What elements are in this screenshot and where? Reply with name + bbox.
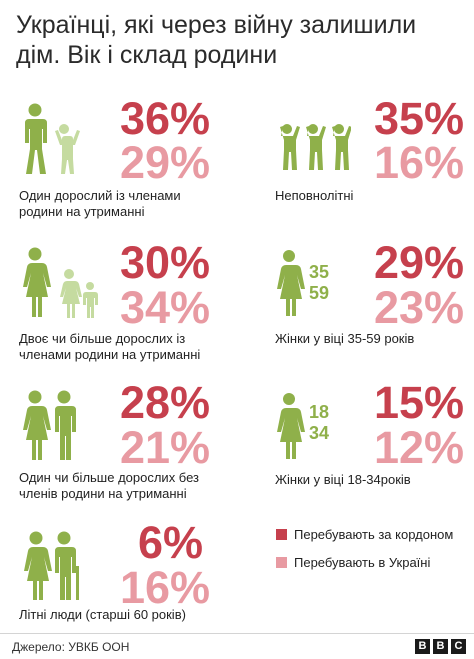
logo-letter: B bbox=[415, 639, 430, 654]
legend-item-abroad: Перебувають за кордоном bbox=[276, 526, 466, 546]
caption-line: членами родини на утриманні bbox=[19, 347, 201, 362]
bbc-logo: B B C bbox=[415, 639, 467, 655]
age-range-end: 59 bbox=[309, 283, 329, 303]
percent-abroad: 36% bbox=[120, 93, 211, 144]
age-range-end: 34 bbox=[309, 423, 329, 443]
percent-abroad: 15% bbox=[374, 377, 465, 428]
percent-in-ukraine: 21% bbox=[120, 422, 211, 473]
woman-icon: 18 34 bbox=[277, 393, 329, 459]
logo-letter: C bbox=[451, 639, 466, 654]
percent-in-ukraine: 16% bbox=[120, 562, 211, 613]
age-range-start: 35 bbox=[309, 262, 329, 282]
source-note: Джерело: УВКБ ООН bbox=[12, 640, 130, 654]
legend-item-in-ukraine: Перебувають в Україні bbox=[276, 554, 466, 574]
two-adults-icon bbox=[23, 390, 76, 460]
children-icon bbox=[280, 124, 351, 170]
elderly-couple-icon bbox=[24, 531, 79, 600]
caption-line: Жінки у віці 35-59 років bbox=[275, 331, 415, 346]
percent-abroad: 35% bbox=[374, 93, 465, 144]
caption-line: Неповнолітні bbox=[275, 188, 354, 203]
percent-abroad: 30% bbox=[120, 237, 211, 288]
percent-in-ukraine: 16% bbox=[374, 137, 465, 188]
adult-and-child-icon bbox=[25, 103, 80, 174]
footer-divider bbox=[0, 633, 474, 634]
caption-line: родини на утриманні bbox=[19, 204, 145, 219]
percent-in-ukraine: 34% bbox=[120, 282, 211, 333]
caption-line: членів родини на утриманні bbox=[19, 486, 187, 501]
page-title: Українці, які через війну залишили дім. … bbox=[16, 11, 417, 69]
caption-line: Жінки у віці 18-34років bbox=[275, 472, 411, 487]
legend-label-abroad: Перебувають за кордоном bbox=[294, 527, 454, 542]
percent-abroad: 6% bbox=[138, 517, 204, 568]
legend-label-in-ukraine: Перебувають в Україні bbox=[294, 555, 431, 570]
age-range-start: 18 bbox=[309, 402, 329, 422]
caption-line: Літні люди (старші 60 років) bbox=[19, 607, 186, 622]
legend-swatch-in-ukraine bbox=[276, 557, 287, 568]
percent-in-ukraine: 12% bbox=[374, 422, 465, 473]
logo-letter: B bbox=[433, 639, 448, 654]
caption-line: Двоє чи більше дорослих із bbox=[19, 331, 186, 346]
percent-in-ukraine: 23% bbox=[374, 282, 465, 333]
percent-abroad: 29% bbox=[374, 237, 465, 288]
percent-in-ukraine: 29% bbox=[120, 137, 211, 188]
caption-line: Один чи більше дорослих без bbox=[19, 470, 200, 485]
percent-abroad: 28% bbox=[120, 377, 211, 428]
caption-line: Один дорослий із членами bbox=[19, 188, 181, 203]
woman-icon: 35 59 bbox=[277, 250, 329, 316]
legend-swatch-abroad bbox=[276, 529, 287, 540]
family-icon bbox=[23, 247, 98, 318]
